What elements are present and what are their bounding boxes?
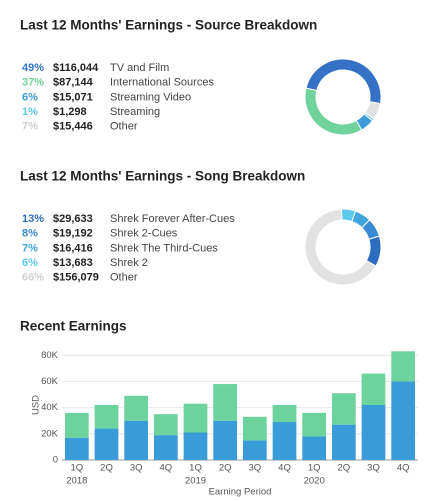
legend-label: Streaming [110, 106, 160, 118]
bar-segment [242, 416, 267, 441]
legend-amount: $16,416 [53, 242, 93, 254]
legend-label: International Sources [110, 77, 214, 89]
y-tick-label: 0 [53, 455, 58, 466]
bar-segment [242, 440, 267, 460]
legend-percent: 6% [22, 257, 38, 269]
legend-amount: $15,071 [53, 91, 93, 103]
bar-segment [94, 428, 119, 460]
x-tick-label: 1Q [308, 463, 321, 474]
bar-segment [302, 436, 327, 460]
bar-segment [391, 381, 416, 460]
y-tick-label: 60K [41, 376, 59, 387]
x-group-label: 2019 [185, 476, 206, 487]
legend-label: Shrek Forever After-Cues [110, 213, 235, 225]
x-tick-label: 3Q [248, 463, 261, 474]
section-title: Recent Earnings [20, 319, 127, 334]
donut-slice [305, 58, 382, 105]
y-tick-label: 40K [41, 402, 59, 413]
legend-percent: 7% [22, 242, 38, 254]
legend-percent: 49% [22, 62, 44, 74]
bar-segment [124, 420, 149, 460]
x-tick-label: 1Q [189, 463, 202, 474]
legend-label: Shrek The Third-Cues [110, 242, 218, 254]
x-group-label: 2020 [304, 476, 325, 487]
x-tick-label: 1Q [70, 463, 83, 474]
legend-amount: $116,044 [53, 62, 99, 74]
bar-segment [302, 412, 327, 437]
legend-amount: $156,079 [53, 272, 99, 284]
legend-label: TV and Film [110, 62, 169, 74]
bar-segment [183, 432, 208, 460]
x-tick-label: 2Q [337, 463, 350, 474]
x-tick-label: 4Q [397, 463, 410, 474]
legend-label: Other [110, 121, 138, 133]
legend-percent: 1% [22, 106, 38, 118]
donut-slice [304, 87, 363, 136]
bar-segment [331, 393, 356, 425]
x-tick-label: 3Q [130, 463, 143, 474]
section-title: Last 12 Months' Earnings - Song Breakdow… [20, 169, 305, 184]
legend-percent: 13% [22, 213, 44, 225]
bar-segment [331, 424, 356, 460]
x-group-label: 2018 [66, 476, 87, 487]
bar-segment [153, 435, 178, 460]
legend-label: Shrek 2-Cues [110, 228, 178, 240]
x-tick-label: 2Q [219, 463, 232, 474]
bar-segment [94, 405, 119, 429]
bar-segment [183, 403, 208, 433]
legend-amount: $1,298 [53, 106, 87, 118]
bar-segment [213, 384, 238, 421]
y-axis-label: USD [31, 395, 42, 415]
legend-percent: 37% [22, 77, 44, 89]
legend-amount: $15,446 [53, 121, 93, 133]
bar-segment [361, 405, 386, 460]
legend-percent: 7% [22, 121, 38, 133]
x-tick-label: 4Q [278, 463, 291, 474]
y-tick-label: 20K [41, 428, 59, 439]
bar-segment [124, 395, 149, 421]
legend-percent: 8% [22, 228, 38, 240]
bar-segment [64, 412, 89, 438]
bar-segment [272, 422, 297, 460]
legend-percent: 66% [22, 272, 44, 284]
legend-label: Streaming Video [110, 91, 191, 103]
x-tick-label: 4Q [159, 463, 172, 474]
bar-segment [391, 351, 416, 382]
legend-percent: 6% [22, 91, 38, 103]
y-tick-label: 80K [41, 350, 59, 361]
bar-segment [213, 420, 238, 460]
legend-label: Shrek 2 [110, 257, 148, 269]
bar-segment [272, 405, 297, 423]
legend-amount: $87,144 [53, 77, 94, 89]
x-tick-label: 2Q [100, 463, 113, 474]
x-axis-label: Earning Period [209, 487, 272, 498]
legend-amount: $19,192 [53, 228, 93, 240]
bar-segment [361, 373, 386, 405]
donut-slice [364, 101, 382, 120]
legend-label: Other [110, 272, 138, 284]
legend-amount: $29,633 [53, 213, 93, 225]
donut-slice [304, 208, 377, 286]
x-tick-label: 3Q [367, 463, 380, 474]
legend-amount: $13,683 [53, 257, 93, 269]
section-title: Last 12 Months' Earnings - Source Breakd… [20, 18, 317, 33]
bar-segment [64, 437, 89, 460]
bar-segment [153, 414, 178, 436]
